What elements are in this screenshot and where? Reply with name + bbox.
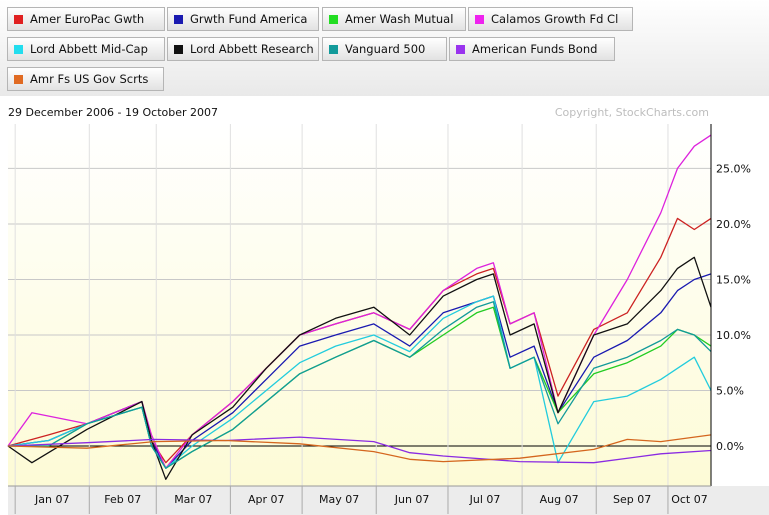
x-tick-label: Aug 07: [540, 493, 579, 506]
legend-label: Vanguard 500: [345, 42, 426, 56]
date-range: 29 December 2006 - 19 October 2007: [8, 106, 218, 119]
plot-area: [8, 124, 711, 486]
legend-swatch: [14, 14, 23, 24]
x-tick-label: Oct 07: [671, 493, 708, 506]
series-line-9: [7, 434, 712, 463]
x-tick-label: Jun 07: [394, 493, 430, 506]
series-line-7: [8, 301, 712, 469]
y-tick-label: 5.0%: [716, 385, 744, 398]
x-tick-label: Sep 07: [613, 493, 651, 506]
legend-item-1[interactable]: Amer EuroPac Gwth: [7, 7, 165, 31]
legend-item-8[interactable]: American Funds Bond: [449, 37, 615, 61]
legend-label: Amer Wash Mutual: [345, 12, 454, 26]
legend-swatch: [329, 44, 338, 54]
legend: Amer EuroPac Gwth Grwth Fund America Amer …: [0, 0, 769, 96]
series-line-8: [7, 436, 712, 464]
legend-label: Amr Fs US Gov Scrts: [30, 72, 149, 86]
y-tick-label: 0.0%: [716, 440, 744, 453]
y-tick-label: 15.0%: [716, 273, 751, 286]
legend-item-2[interactable]: Grwth Fund America: [167, 7, 319, 31]
x-tick-label: Feb 07: [104, 493, 141, 506]
legend-item-6[interactable]: Lord Abbett Research: [167, 37, 319, 61]
y-tick-label: 10.0%: [716, 329, 751, 342]
legend-label: Lord Abbett Research: [190, 42, 314, 56]
x-tick-label: Jul 07: [469, 493, 501, 506]
chart: 29 December 2006 - 19 October 2007 Copyr…: [7, 106, 769, 515]
legend-item-7[interactable]: Vanguard 500: [322, 37, 447, 61]
x-tick-label: Apr 07: [248, 493, 285, 506]
legend-item-5[interactable]: Lord Abbett Mid-Cap: [7, 37, 165, 61]
legend-swatch: [14, 44, 23, 54]
x-tick-label: Mar 07: [174, 493, 212, 506]
series-line-6: [7, 256, 712, 480]
x-tick-label: May 07: [319, 493, 359, 506]
x-axis-band: [8, 486, 769, 515]
legend-swatch: [329, 14, 338, 24]
legend-swatch: [174, 14, 183, 24]
legend-swatch: [475, 14, 484, 24]
legend-label: Lord Abbett Mid-Cap: [30, 42, 148, 56]
legend-label: Amer EuroPac Gwth: [30, 12, 145, 26]
y-tick-label: 25.0%: [716, 162, 751, 175]
legend-swatch: [14, 74, 23, 84]
legend-label: Calamos Growth Fd Cl: [491, 12, 619, 26]
copyright: Copyright, StockCharts.com: [555, 106, 709, 119]
legend-item-4[interactable]: Calamos Growth Fd Cl: [468, 7, 633, 31]
legend-label: American Funds Bond: [472, 42, 598, 56]
y-tick-label: 20.0%: [716, 218, 751, 231]
legend-swatch: [456, 44, 465, 54]
x-tick-label: Jan 07: [34, 493, 69, 506]
legend-swatch: [174, 44, 183, 54]
series-line-4: [7, 134, 712, 469]
legend-label: Grwth Fund America: [190, 12, 308, 26]
legend-item-3[interactable]: Amer Wash Mutual: [322, 7, 466, 31]
legend-item-9[interactable]: Amr Fs US Gov Scrts: [7, 67, 164, 91]
